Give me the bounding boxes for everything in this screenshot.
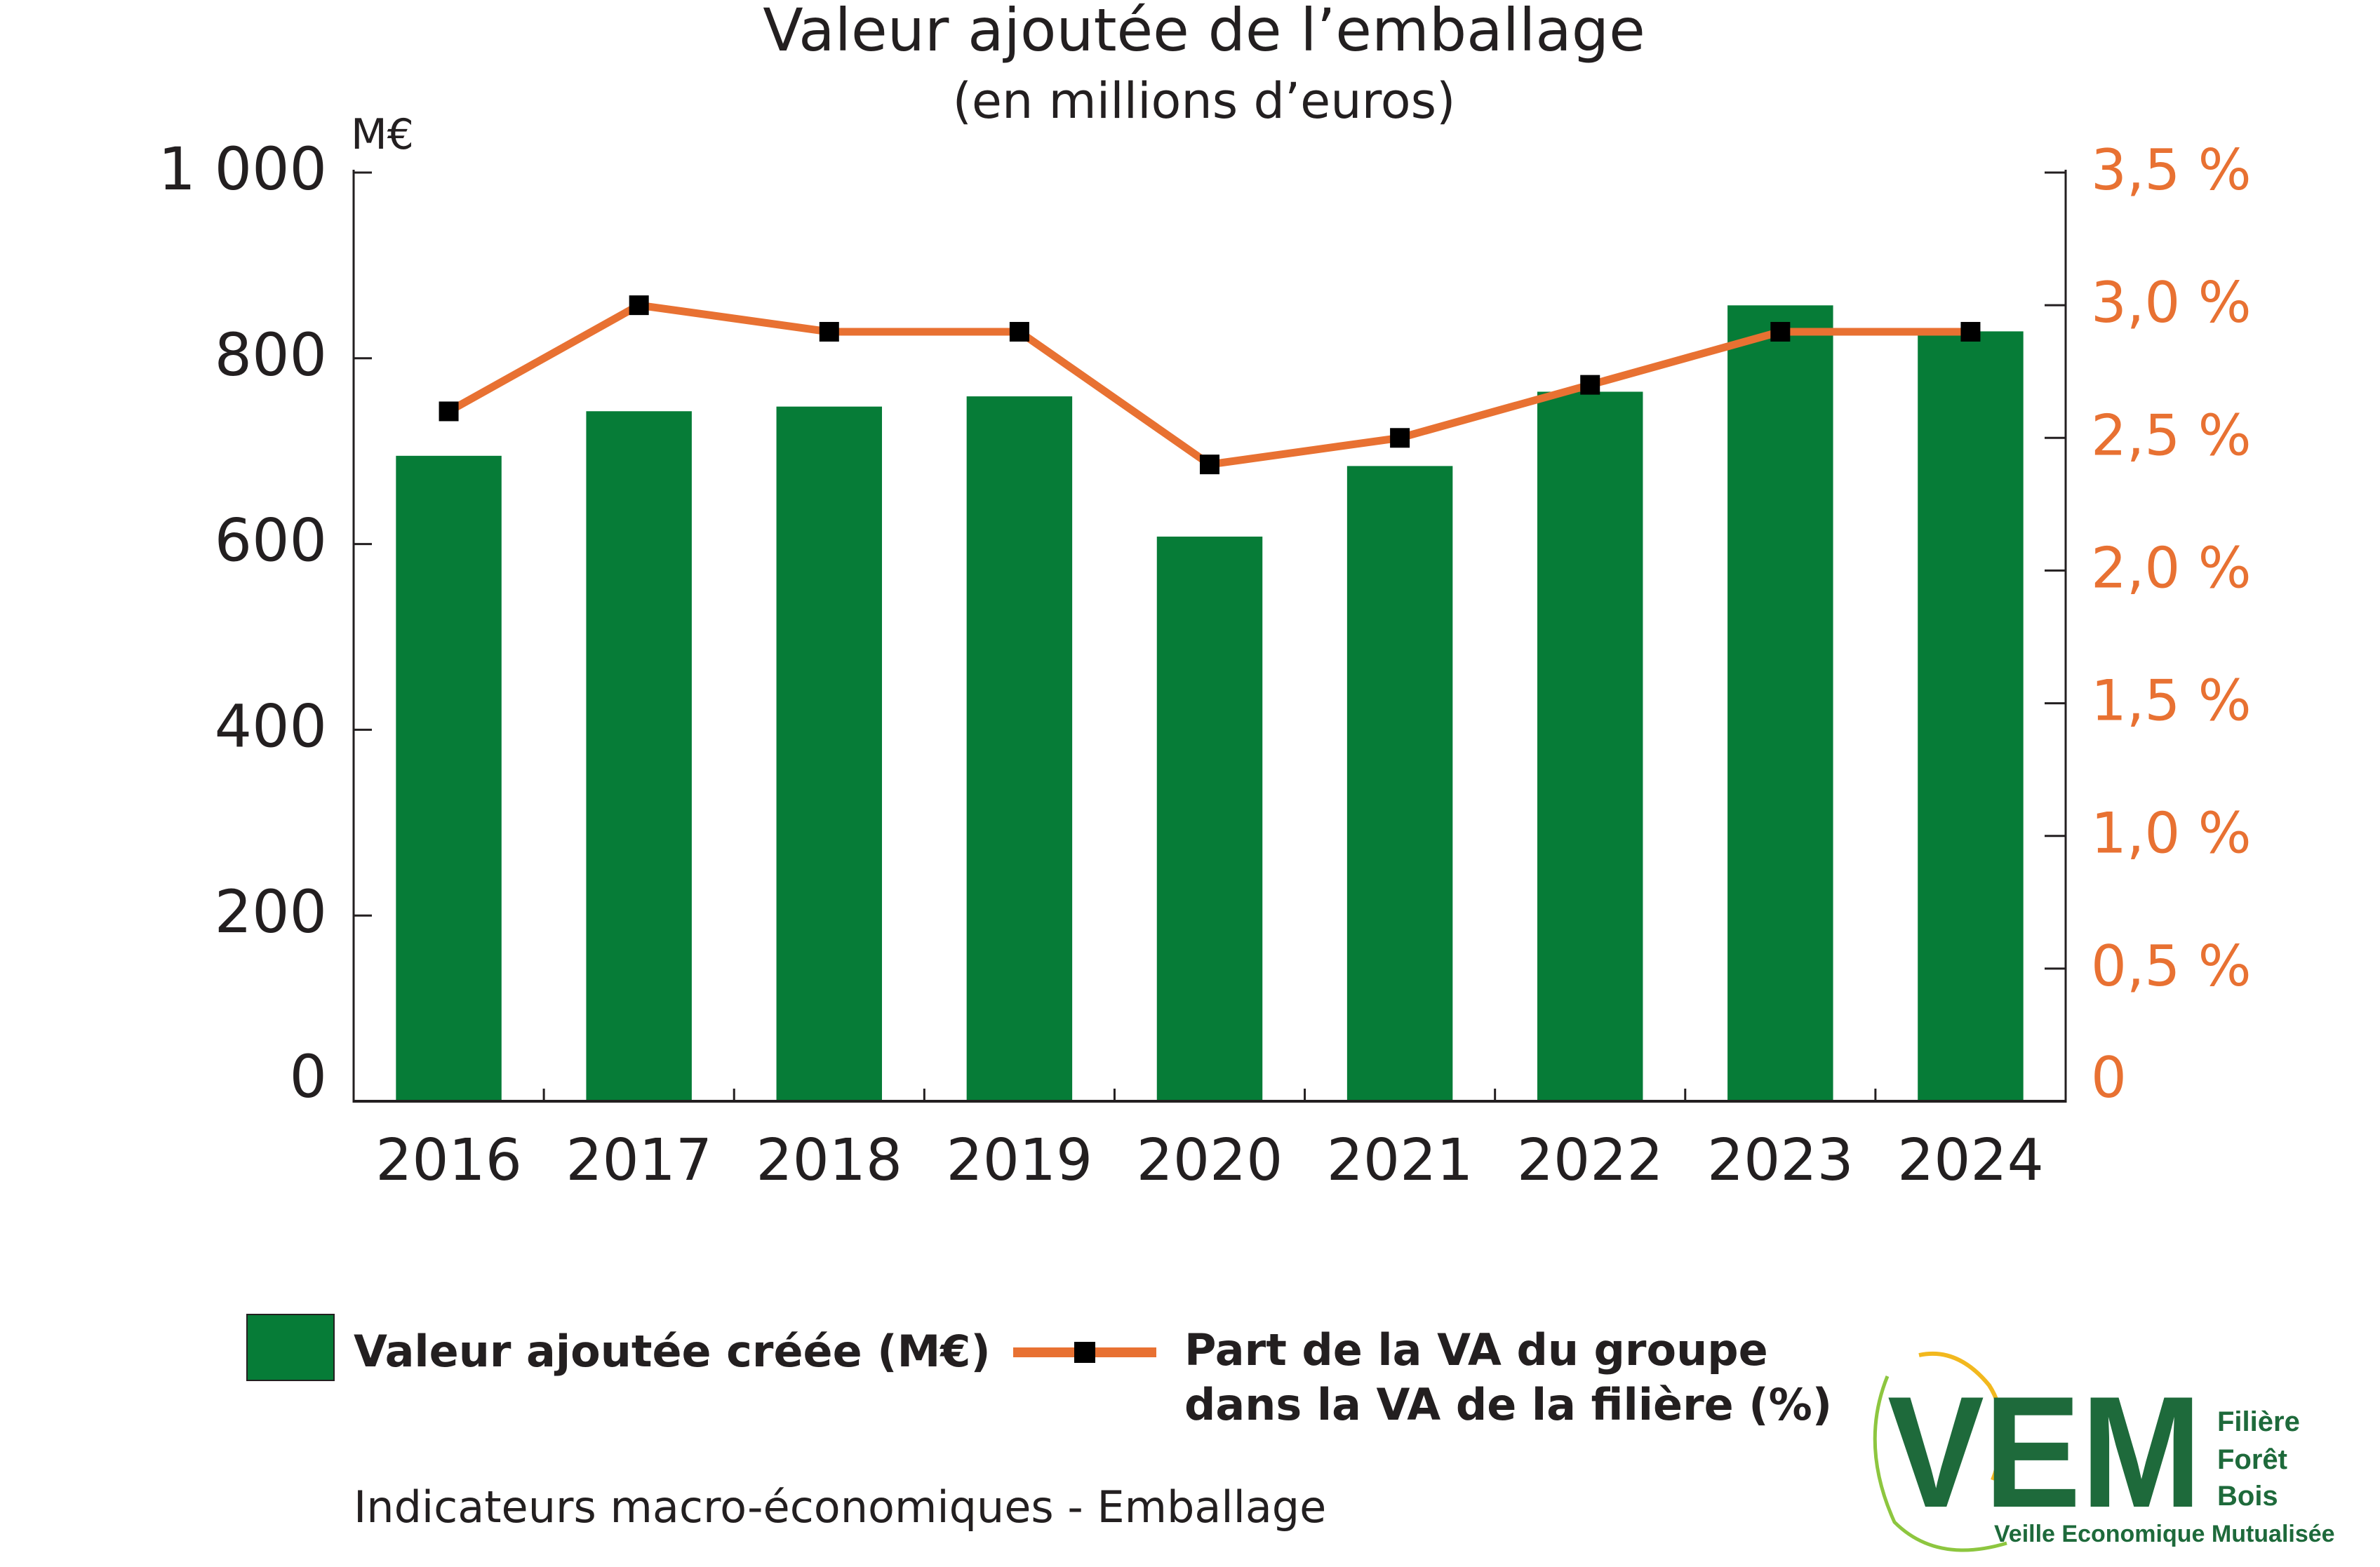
logo-line-foret: Forêt (2217, 1444, 2287, 1475)
y-left-tick-label-4: 800 (215, 321, 327, 389)
bar-2022 (1537, 391, 1643, 1101)
line-point-2019 (1009, 321, 1029, 342)
line-point-2018 (819, 321, 839, 342)
line-point-2024 (1960, 321, 1981, 342)
legend-line-label-line1: Part de la VA du groupe (1184, 1324, 1768, 1376)
y-right-tick-label-1: 0,5 % (2091, 934, 2252, 999)
bar-2024 (1918, 331, 2024, 1101)
line-point-2022 (1580, 375, 1600, 395)
line-layer (439, 295, 1981, 475)
bar-2018 (776, 406, 883, 1101)
logo-line-bois: Bois (2217, 1481, 2278, 1512)
y-left-tick-label-0: 0 (290, 1042, 327, 1111)
line-point-2020 (1200, 455, 1219, 475)
bar-2021 (1346, 466, 1453, 1101)
x-tick-label-2022: 2022 (1517, 1127, 1664, 1194)
y-left-tick-label-3: 600 (215, 506, 327, 575)
line-point-2016 (439, 401, 459, 422)
line-point-2021 (1390, 428, 1410, 448)
y-axis-unit-label: M€ (351, 110, 414, 159)
y-right-tick-label-6: 3,0 % (2091, 270, 2252, 335)
y-right-tick-label-7: 3,5 % (2091, 137, 2252, 203)
legend: Valeur ajoutée créée (M€) Part de la VA … (246, 1314, 1832, 1430)
y-left-tick-label-5: 1 000 (159, 135, 327, 203)
logo-tagline: Veille Economique Mutualisée (1994, 1521, 2335, 1547)
y-left-tick-label-1: 200 (215, 877, 327, 946)
line-point-2023 (1770, 321, 1791, 342)
bar-2020 (1156, 537, 1263, 1101)
x-tick-label-2024: 2024 (1897, 1127, 2044, 1194)
x-tick-label-2017: 2017 (566, 1127, 712, 1194)
y-right-tick-label-3: 1,5 % (2091, 668, 2252, 734)
y-right-tick-label-4: 2,0 % (2091, 535, 2252, 600)
footer-text: Indicateurs macro-économiques - Emballag… (354, 1481, 1326, 1533)
legend-bar-label: Valeur ajoutée créée (M€) (354, 1326, 991, 1377)
chart-title: Valeur ajoutée de l’emballage (763, 0, 1645, 65)
x-tick-label-2020: 2020 (1137, 1127, 1283, 1194)
y-right-tick-label-5: 2,5 % (2091, 403, 2252, 468)
axes-layer (352, 170, 2067, 1103)
x-tick-label-2019: 2019 (947, 1127, 1093, 1194)
bar-2017 (586, 411, 692, 1101)
bar-2023 (1727, 305, 1833, 1101)
logo-swoosh-green (1873, 1376, 2007, 1552)
tick-labels-layer: 0 200 400 600 800 1 000 0 0,5 % 1,0 % 1,5 % 2,0 % 2… (159, 135, 2252, 1194)
line-point-2017 (629, 295, 649, 316)
legend-line-marker (1074, 1342, 1095, 1363)
logo-line-filiere: Filière (2217, 1406, 2300, 1437)
y-left-tick-label-2: 400 (215, 692, 327, 760)
x-tick-label-2018: 2018 (756, 1127, 902, 1194)
bar-2019 (966, 396, 1073, 1101)
chart-subtitle: (en millions d’euros) (953, 72, 1456, 130)
x-tick-label-2021: 2021 (1327, 1127, 1473, 1194)
legend-line-label-line2: dans la VA de la filière (%) (1184, 1379, 1832, 1430)
vem-logo: VEM Filière Forêt Bois Veille Economique… (1873, 1351, 2335, 1552)
logo-swoosh-yellow (1918, 1351, 2005, 1481)
bars-layer (396, 305, 2024, 1101)
x-tick-label-2023: 2023 (1707, 1127, 1854, 1194)
logo-letters: VEM (1887, 1363, 2202, 1540)
y-right-tick-label-0: 0 (2091, 1045, 2127, 1110)
x-tick-label-2016: 2016 (375, 1127, 522, 1194)
legend-bar-swatch (246, 1314, 335, 1381)
bar-2016 (396, 455, 502, 1101)
y-right-tick-label-2: 1,0 % (2091, 801, 2252, 866)
